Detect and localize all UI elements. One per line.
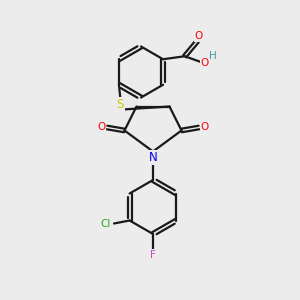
Text: S: S	[117, 98, 124, 111]
Text: O: O	[201, 122, 209, 132]
Text: H: H	[209, 51, 217, 61]
Text: Cl: Cl	[100, 219, 111, 229]
Text: N: N	[148, 151, 158, 164]
Text: F: F	[150, 250, 156, 260]
Text: O: O	[201, 58, 209, 68]
Text: O: O	[195, 31, 203, 41]
Text: O: O	[97, 122, 105, 132]
